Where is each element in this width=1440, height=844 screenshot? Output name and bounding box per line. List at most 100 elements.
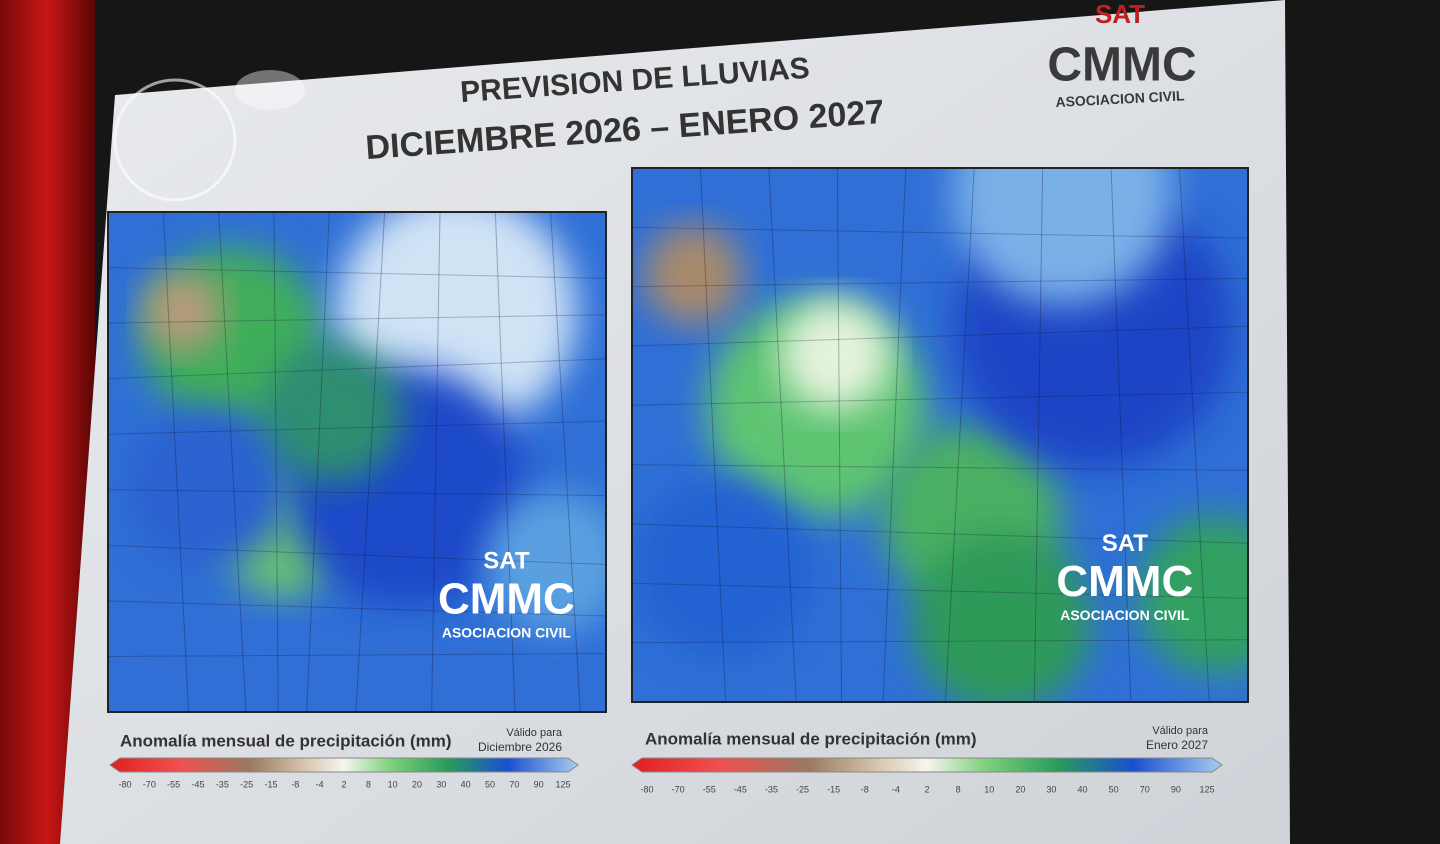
- valid-label: Válido para: [1152, 725, 1209, 737]
- logo-sat: SAT: [483, 547, 530, 574]
- logo-name: CMMC: [438, 575, 575, 624]
- map-frame: [631, 167, 1249, 703]
- map-border: [108, 267, 606, 279]
- scale-label: -70: [672, 784, 685, 794]
- legend-title: Anomalía mensual de precipitación (mm): [645, 729, 977, 748]
- logo-sat: SAT: [1095, 0, 1145, 29]
- map-border: [108, 653, 606, 657]
- scale-label: 10: [984, 784, 994, 794]
- scale-label: -55: [703, 784, 716, 794]
- scale-label: 50: [485, 779, 495, 789]
- map-border: [494, 212, 516, 712]
- scale-label: -4: [892, 784, 900, 794]
- scale-label: 125: [555, 779, 570, 789]
- map-area: [262, 342, 403, 482]
- scale-label: 20: [1015, 784, 1025, 794]
- scale-label: -45: [191, 779, 204, 789]
- scale-label: -55: [167, 779, 180, 789]
- map-border: [1179, 168, 1210, 702]
- map-border: [108, 489, 606, 496]
- map-area: [127, 407, 288, 567]
- logo-subtitle: ASOCIACION CIVIL: [1055, 87, 1185, 110]
- map-area: [634, 478, 815, 659]
- map-border: [632, 582, 1248, 599]
- map-frame: [107, 211, 607, 713]
- map-border: [218, 212, 247, 712]
- scale-label: -70: [143, 779, 156, 789]
- logo-subtitle: ASOCIACION CIVIL: [1060, 607, 1190, 623]
- map-border: [944, 168, 975, 702]
- scale-label: -80: [640, 784, 653, 794]
- map-border: [632, 325, 1248, 347]
- map-border: [1033, 168, 1044, 702]
- map-border: [306, 212, 330, 712]
- map-border: [550, 212, 581, 712]
- decoration: [235, 70, 305, 110]
- map-area: [142, 272, 223, 352]
- scale-label: 125: [1199, 784, 1214, 794]
- map: [632, 168, 1248, 702]
- map-border: [768, 168, 797, 702]
- scale-label: 50: [1109, 784, 1119, 794]
- logo-name: CMMC: [1047, 39, 1196, 92]
- scale-label: 90: [534, 779, 544, 789]
- map-border: [108, 544, 606, 566]
- map-area: [911, 531, 1092, 702]
- scale-label: 10: [388, 779, 398, 789]
- scale-label: 8: [366, 779, 371, 789]
- scale-label: -8: [861, 784, 869, 794]
- valid-period: Diciembre 2026: [478, 740, 562, 754]
- scale-label: -45: [734, 784, 747, 794]
- scale-label: 20: [412, 779, 422, 789]
- map-border: [632, 391, 1248, 406]
- colorbar: [109, 757, 579, 773]
- scale-label: -25: [796, 784, 809, 794]
- scale-label: 40: [1078, 784, 1088, 794]
- scale-label: 30: [436, 779, 446, 789]
- logo-name: CMMC: [1056, 557, 1193, 606]
- map-border: [882, 168, 907, 702]
- map: [108, 212, 606, 712]
- scale-label: 30: [1046, 784, 1056, 794]
- map-border: [1110, 168, 1132, 702]
- scale-label: 70: [509, 779, 519, 789]
- map-border: [632, 226, 1248, 239]
- scale-label: 90: [1171, 784, 1181, 794]
- scale-label: -25: [240, 779, 253, 789]
- scale-label: -80: [118, 779, 131, 789]
- scale-label: -35: [216, 779, 229, 789]
- scale-label: -35: [765, 784, 778, 794]
- map-border: [632, 523, 1248, 544]
- map-border: [632, 464, 1248, 471]
- map-border: [699, 168, 727, 702]
- valid-period: Enero 2027: [1146, 738, 1208, 752]
- map-border: [108, 600, 606, 617]
- scale-label: -15: [264, 779, 277, 789]
- decoration: [113, 78, 237, 202]
- scale-label: 2: [341, 779, 346, 789]
- map-border: [108, 420, 606, 435]
- scale-label: 8: [956, 784, 961, 794]
- map-area: [780, 299, 891, 410]
- map-border: [355, 212, 386, 712]
- valid-label: Válido para: [506, 727, 563, 739]
- scale-label: 40: [461, 779, 471, 789]
- map-border: [632, 639, 1248, 644]
- scale-label: 70: [1140, 784, 1150, 794]
- map-border: [162, 212, 190, 712]
- scale-label: -8: [291, 779, 299, 789]
- map-border: [431, 212, 441, 712]
- scale-label: -4: [316, 779, 324, 789]
- map-border: [632, 277, 1248, 288]
- legend-title: Anomalía mensual de precipitación (mm): [120, 731, 452, 750]
- map-area: [953, 168, 1174, 305]
- scale-label: -15: [827, 784, 840, 794]
- logo-sat: SAT: [1102, 530, 1149, 557]
- map-border: [108, 358, 606, 380]
- map-border: [273, 212, 279, 712]
- scale-label: 2: [924, 784, 929, 794]
- logo-subtitle: ASOCIACION CIVIL: [442, 625, 572, 641]
- map-border: [108, 314, 606, 324]
